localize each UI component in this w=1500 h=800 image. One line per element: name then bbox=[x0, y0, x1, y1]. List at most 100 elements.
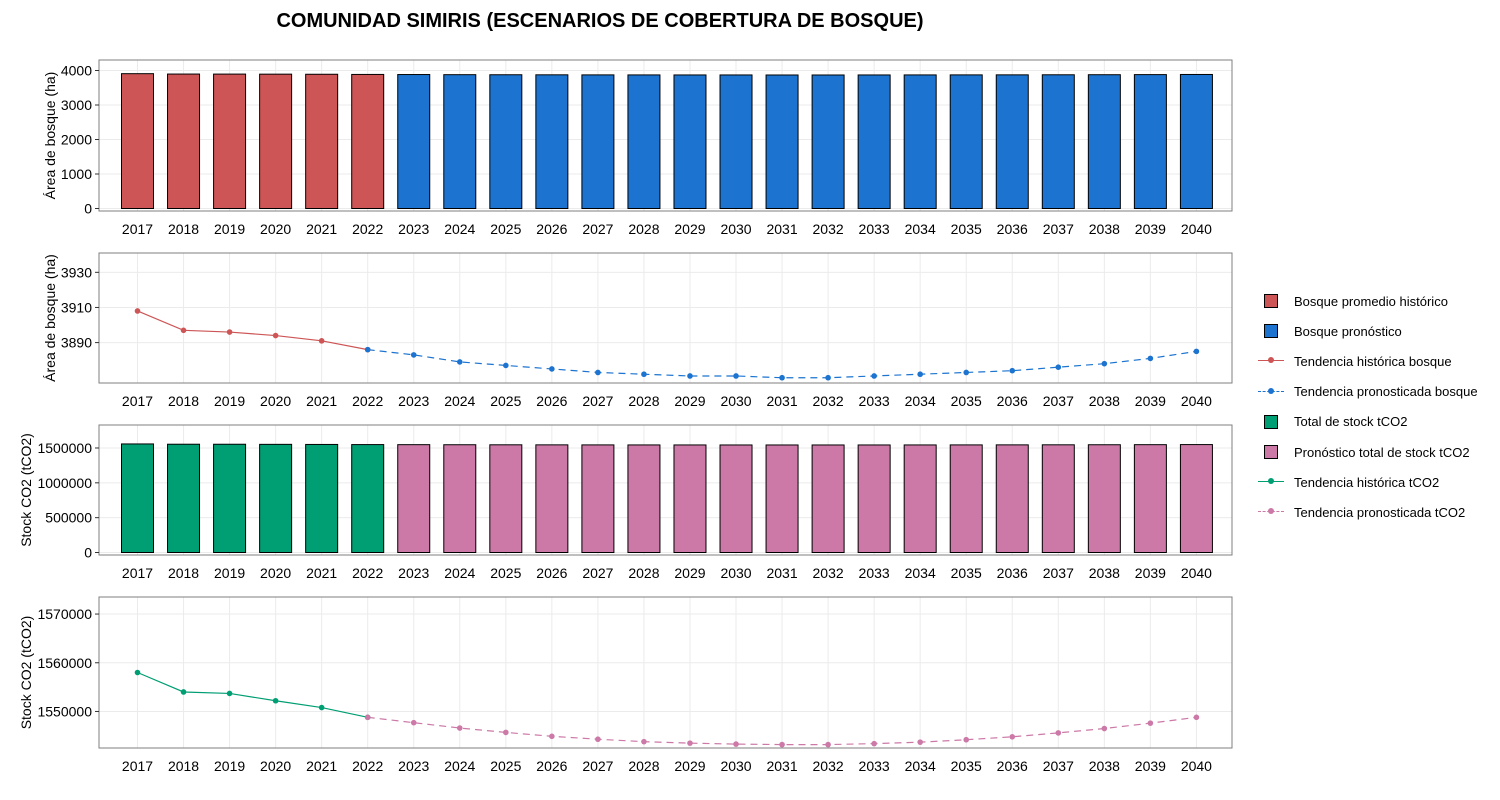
legend-item: Tendencia histórica tCO2 bbox=[1258, 467, 1498, 497]
y-tick-label: 4000 bbox=[61, 63, 92, 79]
x-tick-label: 2030 bbox=[720, 565, 751, 581]
x-tick-label: 2017 bbox=[122, 758, 153, 774]
data-point bbox=[1101, 725, 1108, 732]
data-point bbox=[272, 697, 279, 704]
bar bbox=[995, 444, 1029, 554]
x-tick-label: 2039 bbox=[1135, 393, 1166, 409]
data-point bbox=[456, 359, 463, 365]
x-tick-label: 2039 bbox=[1135, 565, 1166, 581]
x-tick-label: 2032 bbox=[813, 221, 844, 237]
data-point bbox=[963, 369, 970, 376]
x-tick-label: 2038 bbox=[1089, 758, 1120, 774]
data-point bbox=[687, 740, 693, 746]
bar bbox=[1087, 444, 1121, 553]
x-tick-label: 2031 bbox=[766, 221, 797, 237]
bar bbox=[305, 73, 339, 209]
x-tick-label: 2023 bbox=[398, 221, 429, 237]
bar bbox=[121, 443, 154, 553]
legend-key bbox=[1258, 413, 1284, 431]
data-point bbox=[226, 329, 233, 335]
x-tick-label: 2033 bbox=[859, 758, 890, 774]
bar bbox=[535, 74, 569, 209]
legend-label: Tendencia pronosticada tCO2 bbox=[1294, 504, 1466, 520]
legend-label: Tendencia pronosticada bosque bbox=[1294, 384, 1478, 400]
bar bbox=[351, 73, 385, 209]
y-tick-label: 3890 bbox=[61, 335, 92, 351]
data-point bbox=[917, 371, 923, 378]
data-point bbox=[1009, 733, 1016, 740]
y-tick-label: 1000000 bbox=[37, 475, 92, 491]
legend-point bbox=[1268, 357, 1274, 364]
bar bbox=[811, 444, 845, 554]
data-point bbox=[871, 740, 877, 747]
bar bbox=[857, 444, 891, 553]
x-tick-label: 2029 bbox=[674, 221, 705, 237]
data-point bbox=[180, 689, 187, 695]
data-point bbox=[410, 719, 417, 726]
x-tick-label: 2035 bbox=[951, 565, 982, 581]
data-point bbox=[1101, 360, 1108, 367]
x-tick-label: 2021 bbox=[306, 565, 337, 581]
x-tick-label: 2019 bbox=[214, 758, 245, 774]
bar bbox=[811, 74, 845, 209]
legend-swatch bbox=[1264, 294, 1278, 309]
data-point bbox=[1147, 355, 1154, 362]
y-tick-label: 1570000 bbox=[37, 606, 92, 622]
x-tick-label: 2026 bbox=[536, 393, 567, 409]
x-tick-label: 2018 bbox=[168, 221, 199, 237]
x-tick-label: 2021 bbox=[306, 221, 337, 237]
data-point bbox=[318, 338, 325, 344]
y-tick-label: 1560000 bbox=[37, 655, 92, 671]
x-tick-label: 2025 bbox=[490, 758, 521, 774]
bar bbox=[443, 444, 477, 554]
x-tick-label: 2028 bbox=[628, 565, 659, 581]
x-tick-label: 2028 bbox=[628, 758, 659, 774]
data-point bbox=[180, 327, 187, 334]
bar bbox=[903, 74, 937, 209]
bar bbox=[535, 444, 569, 553]
bar bbox=[121, 73, 154, 210]
x-tick-label: 2017 bbox=[122, 565, 153, 581]
bar bbox=[443, 74, 477, 209]
panel-border bbox=[98, 59, 1233, 212]
legend-key bbox=[1258, 443, 1284, 461]
x-tick-label: 2027 bbox=[582, 565, 613, 581]
legend-key bbox=[1258, 503, 1284, 521]
x-tick-label: 2028 bbox=[628, 393, 659, 409]
legend-item: Bosque pronóstico bbox=[1258, 316, 1498, 346]
data-point bbox=[134, 308, 141, 314]
x-tick-label: 2033 bbox=[859, 221, 890, 237]
x-tick-label: 2019 bbox=[214, 393, 245, 409]
x-tick-label: 2040 bbox=[1181, 393, 1212, 409]
data-point bbox=[825, 741, 831, 748]
bar bbox=[719, 444, 753, 553]
data-point bbox=[503, 362, 509, 369]
bar bbox=[1041, 444, 1075, 553]
x-tick-label: 2037 bbox=[1043, 758, 1074, 774]
x-tick-label: 2019 bbox=[214, 565, 245, 581]
legend-point bbox=[1268, 387, 1274, 394]
data-point bbox=[456, 725, 463, 731]
bar bbox=[627, 74, 661, 209]
x-tick-label: 2040 bbox=[1181, 758, 1212, 774]
bar bbox=[1179, 444, 1213, 554]
y-tick-label: 3910 bbox=[61, 299, 92, 315]
x-tick-label: 2040 bbox=[1181, 565, 1212, 581]
y-tick-label: 2000 bbox=[61, 132, 92, 148]
bar bbox=[995, 74, 1029, 209]
legend-swatch bbox=[1264, 445, 1278, 460]
x-tick-label: 2038 bbox=[1089, 565, 1120, 581]
x-tick-label: 2034 bbox=[905, 758, 936, 774]
x-tick-label: 2020 bbox=[260, 565, 291, 581]
y-tick-label: 1500000 bbox=[37, 440, 92, 456]
x-tick-label: 2027 bbox=[582, 758, 613, 774]
x-tick-label: 2018 bbox=[168, 565, 199, 581]
x-tick-label: 2038 bbox=[1089, 221, 1120, 237]
bar bbox=[1133, 74, 1167, 209]
panel-border bbox=[98, 424, 1233, 556]
x-tick-label: 2032 bbox=[813, 565, 844, 581]
data-point bbox=[410, 352, 417, 358]
bar bbox=[765, 444, 799, 554]
x-tick-label: 2023 bbox=[398, 565, 429, 581]
